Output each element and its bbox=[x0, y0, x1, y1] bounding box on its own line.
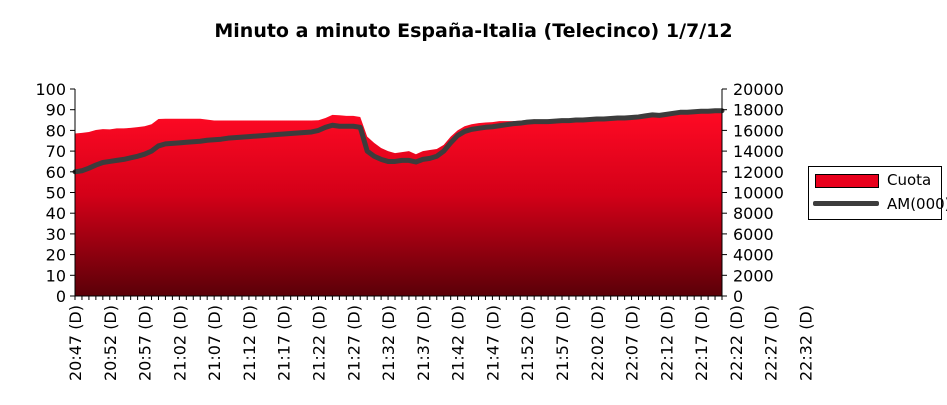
y-right-tick-label: 12000 bbox=[733, 163, 784, 182]
y-left-tick-label: 20 bbox=[46, 246, 66, 265]
x-tick-label: 22:07 (D) bbox=[623, 305, 642, 381]
x-tick-label: 21:52 (D) bbox=[518, 305, 537, 381]
y-left-tick-label: 70 bbox=[46, 142, 66, 161]
chart-title: Minuto a minuto España-Italia (Telecinco… bbox=[214, 20, 733, 42]
y-right-tick-label: 16000 bbox=[733, 121, 784, 140]
x-tick-label: 21:37 (D) bbox=[414, 305, 433, 381]
x-tick-label: 21:22 (D) bbox=[309, 305, 328, 381]
y-right-tick-label: 10000 bbox=[733, 184, 784, 203]
y-left-tick-label: 10 bbox=[46, 266, 66, 285]
y-left-tick-label: 40 bbox=[46, 204, 66, 223]
y-left-tick-label: 30 bbox=[46, 225, 66, 244]
x-tick-label: 21:57 (D) bbox=[553, 305, 572, 381]
x-tick-label: 20:52 (D) bbox=[101, 305, 120, 381]
x-tick-label: 22:17 (D) bbox=[692, 305, 711, 381]
x-tick-label: 21:47 (D) bbox=[483, 305, 502, 381]
x-tick-label: 22:02 (D) bbox=[588, 305, 607, 381]
x-tick-label: 20:57 (D) bbox=[136, 305, 155, 381]
y-left-tick-label: 50 bbox=[46, 184, 66, 203]
y-right-tick-label: 4000 bbox=[733, 246, 774, 265]
y-right-tick-label: 8000 bbox=[733, 204, 774, 223]
x-tick-label: 22:12 (D) bbox=[657, 305, 676, 381]
y-left-tick-label: 0 bbox=[56, 287, 66, 306]
y-right-tick-label: 6000 bbox=[733, 225, 774, 244]
y-right-tick-label: 18000 bbox=[733, 101, 784, 120]
legend: Cuota AM(000) bbox=[808, 166, 947, 220]
x-tick-label: 21:32 (D) bbox=[379, 305, 398, 381]
x-tick-label: 21:12 (D) bbox=[240, 305, 259, 381]
y-right-tick-label: 2000 bbox=[733, 266, 774, 285]
legend-label-cuota: Cuota bbox=[887, 171, 932, 189]
y-right-tick-label: 20000 bbox=[733, 80, 784, 99]
legend-item-cuota: Cuota bbox=[809, 169, 941, 191]
x-tick-label: 22:27 (D) bbox=[762, 305, 781, 381]
x-tick-label: 21:42 (D) bbox=[449, 305, 468, 381]
x-tick-label: 22:22 (D) bbox=[727, 305, 746, 381]
x-tick-label: 21:27 (D) bbox=[344, 305, 363, 381]
legend-item-am: AM(000) bbox=[809, 193, 947, 215]
x-tick-label: 21:17 (D) bbox=[275, 305, 294, 381]
y-left-tick-label: 90 bbox=[46, 101, 66, 120]
y-right-tick-label: 14000 bbox=[733, 142, 784, 161]
legend-swatch-cuota bbox=[815, 174, 879, 188]
legend-label-am: AM(000) bbox=[887, 195, 947, 213]
y-right-tick-label: 0 bbox=[733, 287, 743, 306]
series-am-line bbox=[72, 108, 725, 175]
series-cuota-area bbox=[75, 111, 722, 297]
x-tick-label: 21:02 (D) bbox=[170, 305, 189, 381]
x-tick-label: 20:47 (D) bbox=[66, 305, 85, 381]
y-left-tick-label: 60 bbox=[46, 163, 66, 182]
x-tick-label: 22:32 (D) bbox=[796, 305, 815, 381]
y-left-tick-label: 100 bbox=[35, 80, 66, 99]
x-tick-label: 21:07 (D) bbox=[205, 305, 224, 381]
y-left-tick-label: 80 bbox=[46, 121, 66, 140]
legend-swatch-am bbox=[813, 201, 879, 206]
